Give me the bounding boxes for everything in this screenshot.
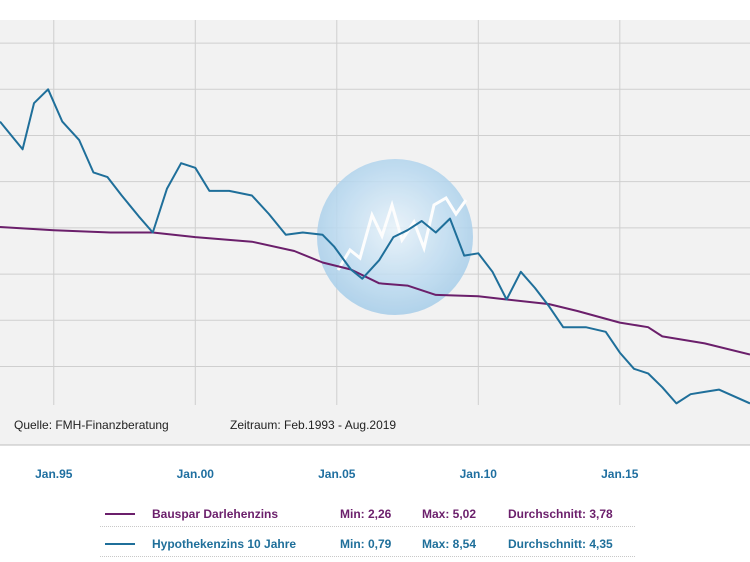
x-tick-label-4: Jan.15	[601, 467, 639, 481]
notes-box	[0, 405, 750, 445]
series-layer	[0, 88, 750, 405]
x-tick-label-1: Jan.00	[177, 467, 215, 481]
period-note: Zeitraum: Feb.1993 - Aug.2019	[230, 418, 396, 432]
legend-max-0: Max: 5,02	[422, 507, 477, 521]
grid	[0, 20, 750, 445]
legend-min-1: Min: 0,79	[340, 537, 392, 551]
legend-avg-1: Durchschnitt: 4,35	[508, 537, 613, 551]
legend-max-1: Max: 8,54	[422, 537, 477, 551]
series-line-1	[0, 88, 750, 405]
legend-name-1: Hypothekenzins 10 Jahre	[152, 537, 297, 551]
legend-swatch-0	[105, 513, 135, 515]
source-note: Quelle: FMH-Finanzberatung	[14, 418, 169, 432]
x-tick-label-2: Jan.05	[318, 467, 356, 481]
x-tick-label-3: Jan.10	[460, 467, 498, 481]
legend-separator-0	[100, 526, 635, 527]
legend-min-0: Min: 2,26	[340, 507, 392, 521]
legend-swatch-1	[105, 543, 135, 545]
series-line-0	[0, 226, 750, 356]
legend-row-0: Bauspar Darlehenzins Min: 2,26 Max: 5,02 Du…	[0, 503, 750, 525]
x-axis: Jan.95 Jan.00 Jan.05 Jan.10 Jan.15	[35, 467, 639, 481]
x-tick-label-0: Jan.95	[35, 467, 73, 481]
legend-row-1: Hypothekenzins 10 Jahre Min: 0,79 Max: 8,5…	[0, 533, 750, 555]
legend-avg-0: Durchschnitt: 3,78	[508, 507, 613, 521]
legend-name-0: Bauspar Darlehenzins	[152, 507, 279, 521]
legend-separator-1	[100, 556, 635, 557]
